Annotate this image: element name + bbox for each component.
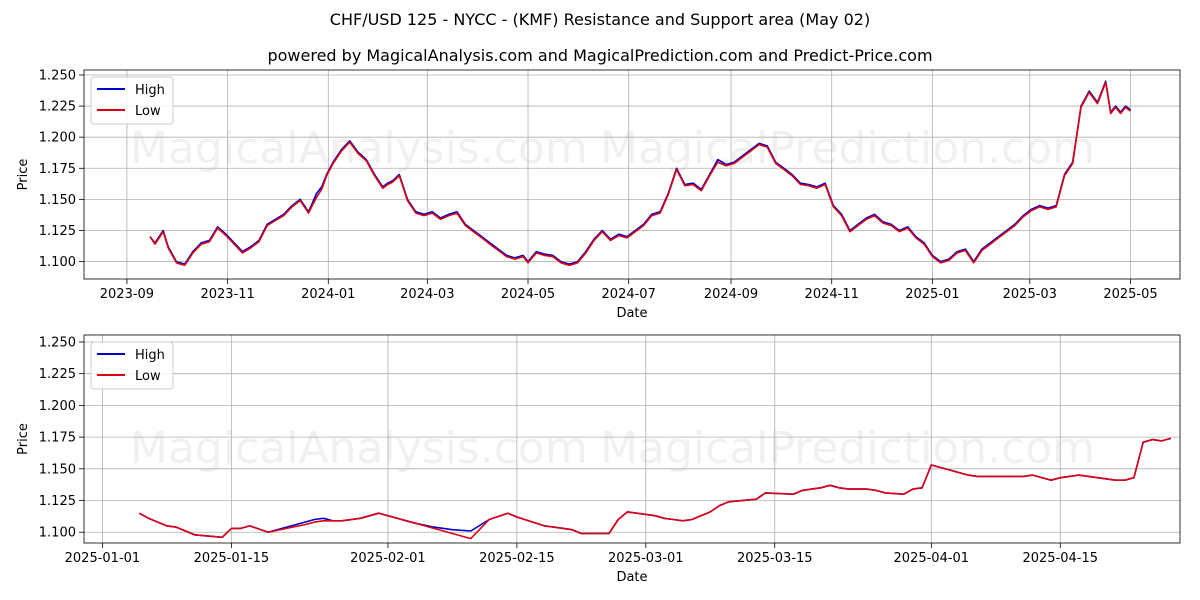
x-tick-label: 2023-09 bbox=[100, 287, 154, 302]
x-tick-label: 2024-07 bbox=[602, 287, 656, 302]
y-tick-label: 1.150 bbox=[39, 462, 76, 477]
x-tick-label: 2025-02-01 bbox=[350, 551, 426, 566]
legend-high-label: High bbox=[135, 83, 165, 98]
y-axis-label: Price bbox=[16, 423, 31, 455]
y-tick-label: 1.175 bbox=[39, 162, 76, 177]
x-tick-label: 2024-05 bbox=[501, 287, 555, 302]
y-tick-label: 1.250 bbox=[39, 68, 76, 83]
plot-frame bbox=[83, 334, 1181, 544]
x-tick-label: 2024-01 bbox=[301, 287, 355, 302]
x-tick-label: 2025-03-01 bbox=[608, 551, 684, 566]
x-tick-label: 2025-01-01 bbox=[65, 551, 141, 566]
y-tick-label: 1.100 bbox=[39, 255, 76, 270]
y-axis-label: Price bbox=[16, 159, 31, 191]
watermark-right: MagicalPrediction.com bbox=[600, 423, 1095, 474]
legend-low-label: Low bbox=[135, 104, 161, 119]
series-line-low bbox=[138, 437, 1172, 540]
watermark-left: MagicalAnalysis.com bbox=[130, 123, 588, 174]
x-axis-label: Date bbox=[616, 570, 647, 585]
watermark-left: MagicalAnalysis.com bbox=[130, 423, 588, 474]
y-tick-label: 1.125 bbox=[39, 224, 76, 239]
top-chart-panel: MagicalAnalysis.com MagicalPrediction.co… bbox=[16, 68, 1181, 321]
y-tick-label: 1.200 bbox=[39, 399, 76, 414]
x-tick-label: 2025-03-15 bbox=[737, 551, 813, 566]
x-tick-label: 2025-04-01 bbox=[894, 551, 970, 566]
x-tick-label: 2025-01 bbox=[905, 287, 959, 302]
x-tick-label: 2024-11 bbox=[805, 287, 859, 302]
x-tick-label: 2024-03 bbox=[400, 287, 454, 302]
y-tick-label: 1.225 bbox=[39, 367, 76, 382]
watermark-right: MagicalPrediction.com bbox=[600, 123, 1095, 174]
bottom-chart-panel: MagicalAnalysis.com MagicalPrediction.co… bbox=[16, 334, 1181, 585]
x-tick-label: 2023-11 bbox=[200, 287, 254, 302]
x-tick-label: 2025-01-15 bbox=[194, 551, 270, 566]
legend: High Low bbox=[90, 341, 174, 390]
y-tick-label: 1.125 bbox=[39, 494, 76, 509]
plot-frame bbox=[83, 69, 1181, 280]
y-tick-label: 1.150 bbox=[39, 193, 76, 208]
chart-title: CHF/USD 125 - NYCC - (KMF) Resistance an… bbox=[329, 10, 871, 29]
y-tick-label: 1.250 bbox=[39, 335, 76, 350]
y-tick-label: 1.175 bbox=[39, 431, 76, 446]
x-tick-label: 2025-02-15 bbox=[479, 551, 555, 566]
y-tick-label: 1.225 bbox=[39, 100, 76, 115]
x-axis-label: Date bbox=[616, 306, 647, 321]
y-tick-label: 1.200 bbox=[39, 131, 76, 146]
legend-high-label: High bbox=[135, 348, 165, 363]
legend-low-label: Low bbox=[135, 369, 161, 384]
chart-subtitle: powered by MagicalAnalysis.com and Magic… bbox=[267, 46, 933, 65]
legend: High Low bbox=[90, 76, 174, 125]
x-tick-label: 2025-04-15 bbox=[1022, 551, 1098, 566]
y-tick-label: 1.100 bbox=[39, 526, 76, 541]
x-tick-label: 2025-05 bbox=[1103, 287, 1157, 302]
series-line-low bbox=[149, 81, 1131, 267]
x-tick-label: 2024-09 bbox=[704, 287, 758, 302]
x-tick-label: 2025-03 bbox=[1003, 287, 1057, 302]
